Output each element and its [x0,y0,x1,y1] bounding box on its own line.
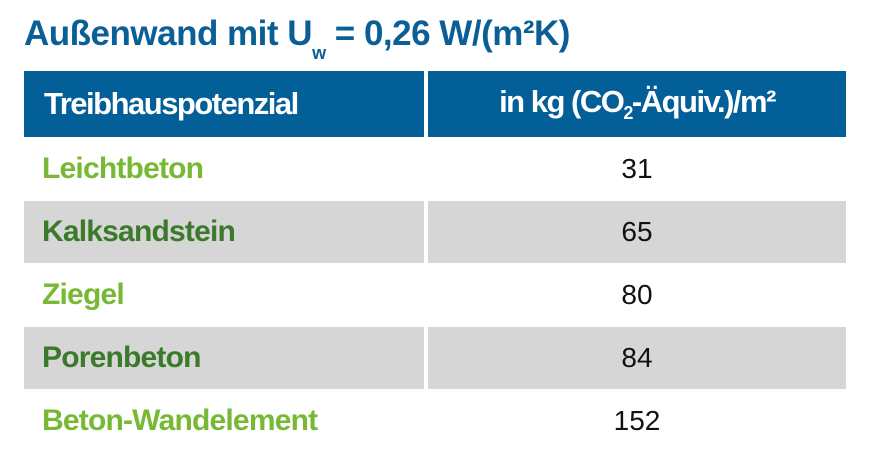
material-name: Leichtbeton [42,152,204,185]
material-name: Beton-Wandelement [42,404,318,437]
material-name: Porenbeton [24,327,424,389]
table-row: Ziegel 80 [24,264,846,326]
gwp-value: 80 [621,279,653,310]
title-rest: = 0,26 W/(m²K) [325,14,571,53]
table-row: Leichtbeton 31 [24,138,846,200]
column-header-value: in kg (CO2-Äquiv.)/m² [428,71,846,137]
material-name: Ziegel [42,278,125,311]
gwp-value: 152 [613,405,661,436]
material-name: Kalksandstein [24,201,424,263]
title-main: Außenwand mit U [24,14,313,53]
header-row: Treibhauspotenzial in kg (CO2-Äquiv.)/m² [24,71,846,137]
title-subscript: w [312,43,326,63]
table-row: Kalksandstein 65 [24,201,846,263]
gwp-value: 84 [428,327,846,389]
column-header-material: Treibhauspotenzial [24,71,424,137]
table-row: Beton-Wandelement 152 [24,390,846,452]
table-row: Porenbeton 84 [24,327,846,389]
data-table: Treibhauspotenzial in kg (CO2-Äquiv.)/m²… [20,70,850,453]
gwp-value: 65 [428,201,846,263]
table-title: Außenwand mit Uw = 0,26 W/(m²K) [24,14,570,64]
gwp-value: 31 [621,153,653,184]
